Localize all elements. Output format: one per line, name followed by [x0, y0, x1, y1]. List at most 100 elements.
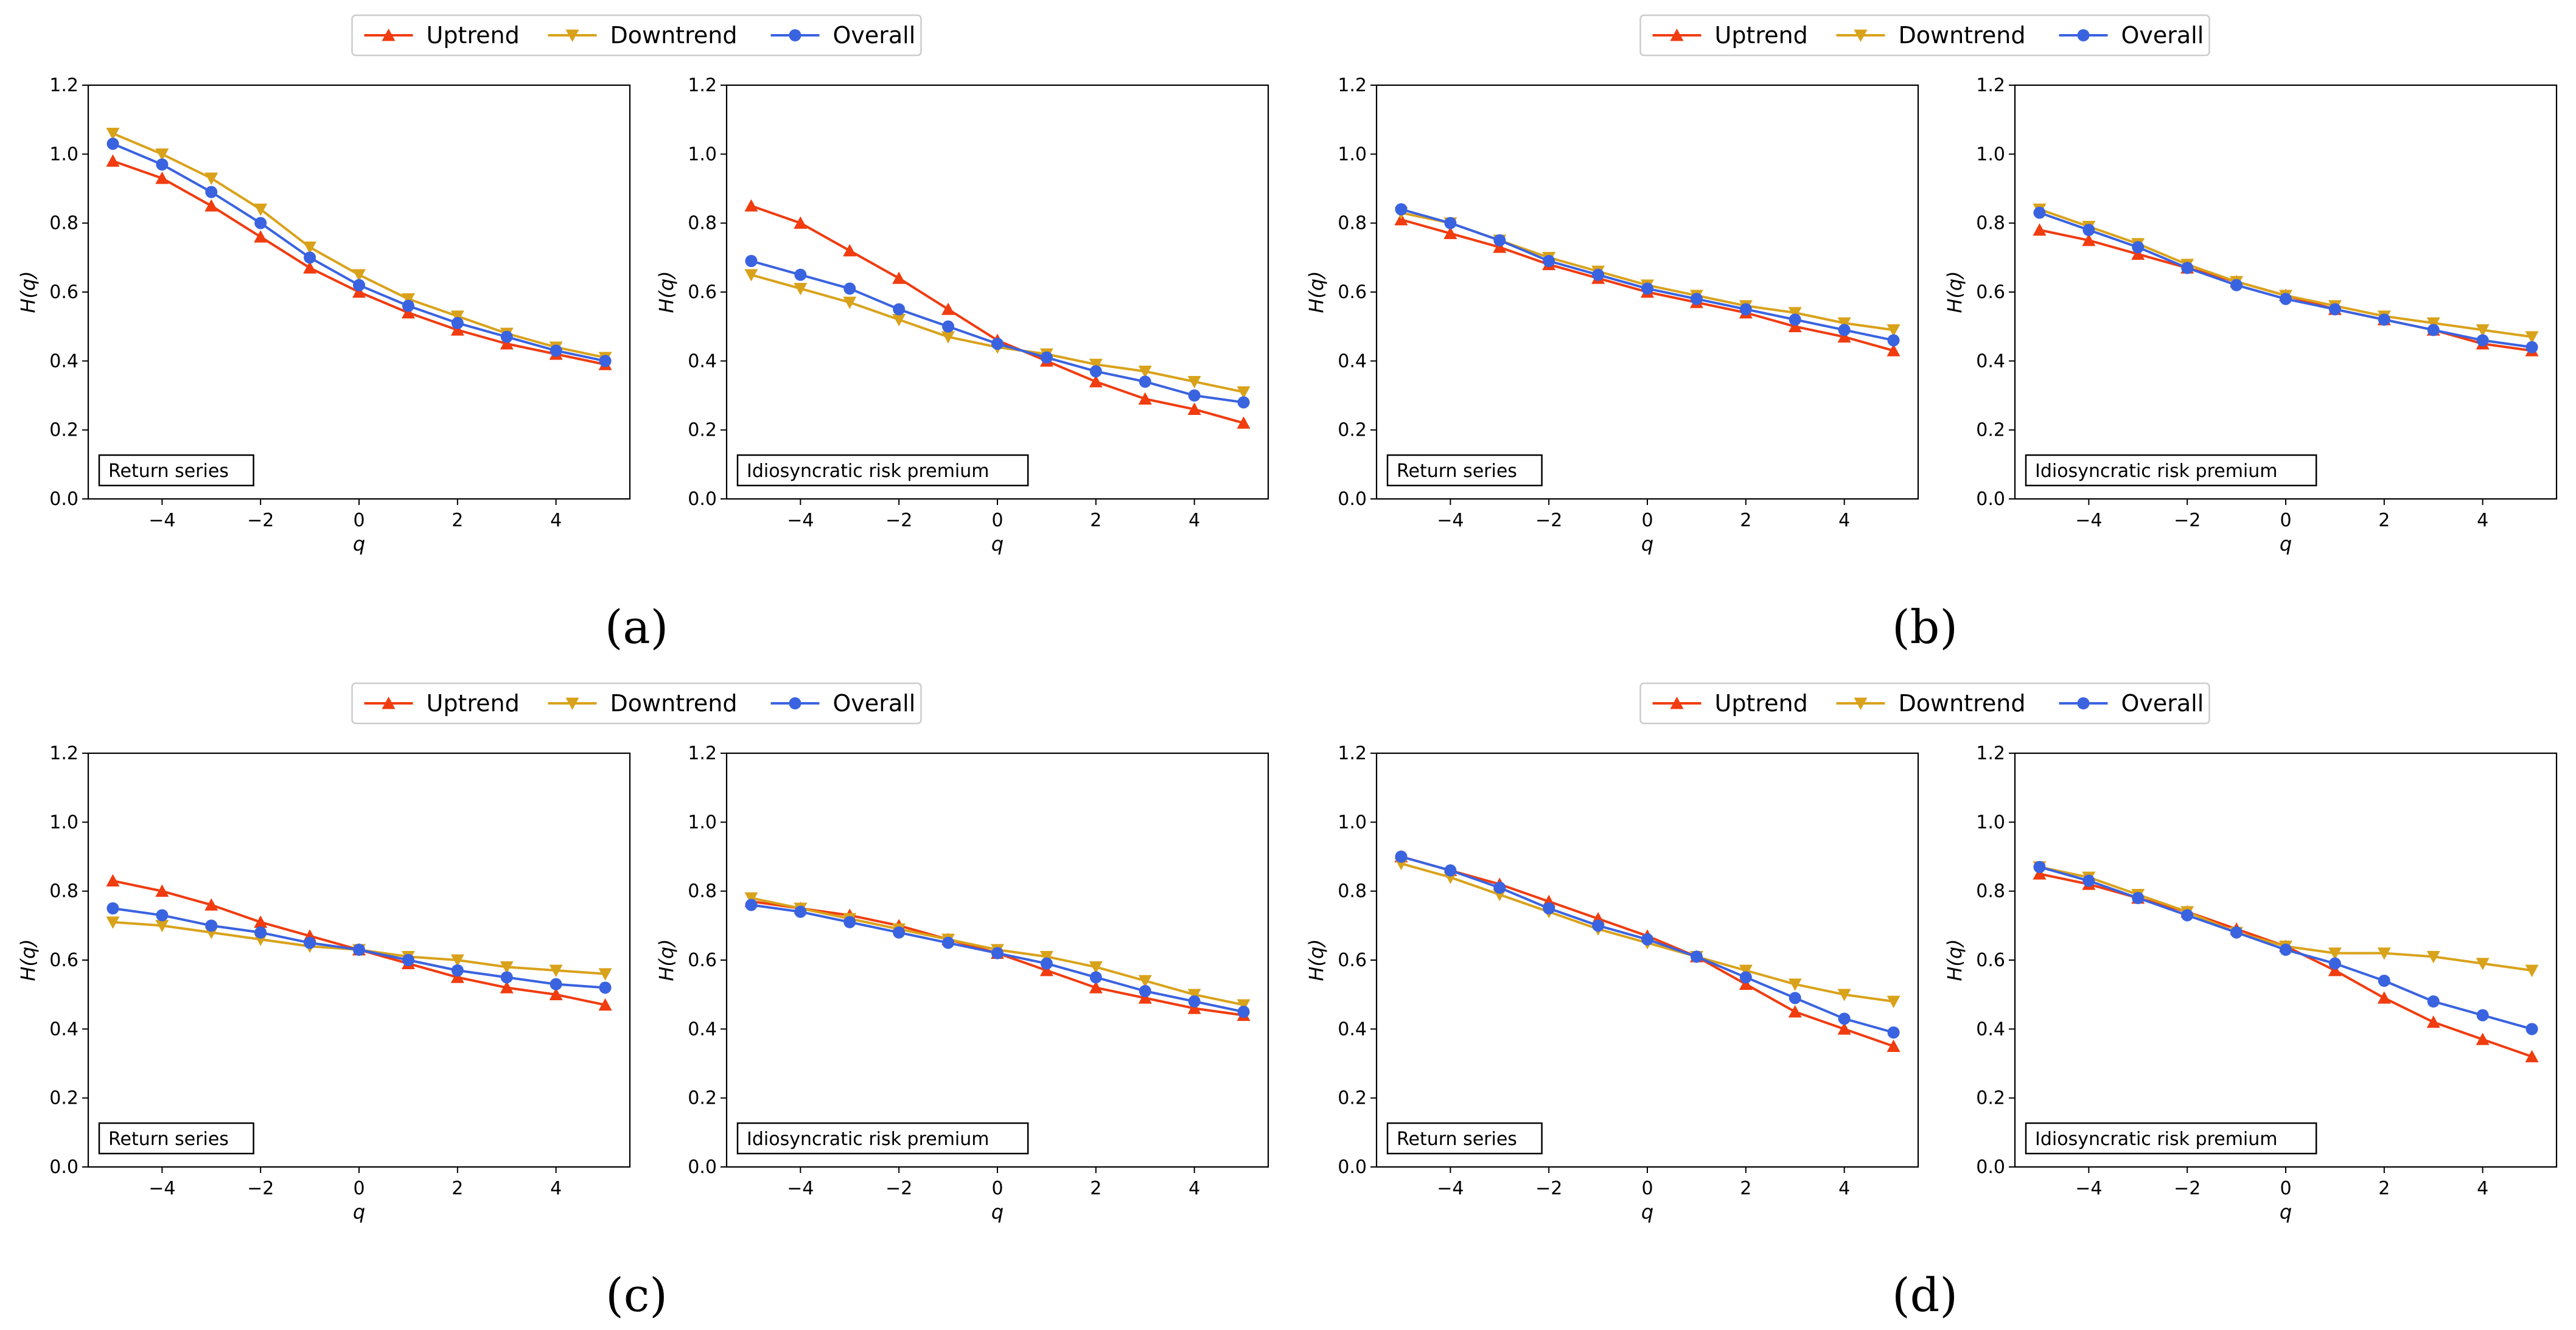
series-overall [106, 138, 612, 367]
data-point [991, 947, 1004, 959]
y-tick-label: 0.4 [49, 1018, 79, 1040]
legend-item-downtrend: Downtrend [548, 22, 738, 49]
legend-label: Uptrend [427, 690, 520, 717]
chart-7: 0.0 0.2 0.4 0.6 0.8 1.0 1.2 −4 −2 0 2 4 q H(q) Idiosyn… [1943, 743, 2558, 1224]
data-point [500, 981, 514, 994]
legend-label: Overall [2121, 22, 2204, 49]
plot-frame [2014, 752, 2558, 1168]
x-axis-label: q [353, 1200, 365, 1224]
annotation-box: Return series [98, 454, 254, 487]
y-tick-label: 0.4 [49, 350, 79, 372]
data-point [1089, 375, 1103, 388]
data-point [1187, 375, 1201, 389]
y-tick-label: 0.4 [688, 1018, 717, 1040]
data-point [2033, 206, 2046, 219]
data-point [401, 306, 415, 319]
data-point [401, 293, 415, 306]
y-tick-label: 0.8 [1976, 213, 2005, 234]
x-tick-label: −2 [2174, 1178, 2201, 1199]
series-overall [1395, 851, 1900, 1039]
data-point [1443, 226, 1457, 240]
plot-frame [1375, 752, 1919, 1168]
data-point [155, 919, 169, 933]
data-point [843, 296, 857, 309]
x-tick-label: 0 [991, 510, 1003, 531]
data-point [1187, 1001, 1201, 1014]
data-point [1138, 392, 1152, 405]
y-tick-label: 1.0 [1976, 144, 2005, 165]
y-tick-label: 0.8 [688, 213, 717, 234]
chart-3: 0.0 0.2 0.4 0.6 0.8 1.0 1.2 −4 −2 0 2 4 q H(q) Idiosyn… [1943, 75, 2558, 555]
series-line [112, 159, 606, 366]
data-point [1040, 351, 1053, 364]
data-point [156, 909, 169, 922]
data-point [1395, 851, 1408, 863]
panel-label: (c) [606, 1268, 668, 1322]
x-axis-label: q [2280, 532, 2292, 555]
data-point [1788, 307, 1802, 319]
chart-1: 0.0 0.2 0.4 0.6 0.8 1.0 1.2 −4 −2 0 2 4 q H(q) Idiosyn… [655, 75, 1269, 555]
y-tick-label: 0.6 [688, 282, 717, 303]
panel-label: (a) [605, 600, 669, 654]
x-tick-label: 4 [1189, 1178, 1200, 1199]
x-tick-label: −4 [2075, 510, 2102, 531]
series-downtrend [2033, 203, 2539, 344]
panel-label: (b) [1892, 600, 1958, 654]
data-point [1089, 365, 1102, 378]
data-point [2525, 1050, 2539, 1063]
data-point [450, 323, 464, 336]
x-tick-label: 4 [1838, 510, 1850, 531]
x-tick-label: 2 [1740, 1178, 1751, 1199]
data-point [254, 217, 267, 229]
x-tick-label: −4 [2075, 1178, 2102, 1199]
series-uptrend [106, 874, 612, 1011]
legend-label: Overall [2121, 690, 2204, 717]
data-point [254, 203, 268, 216]
x-tick-label: 2 [1090, 1178, 1101, 1199]
data-point [941, 331, 955, 344]
data-point [1788, 1005, 1802, 1018]
data-point [2525, 964, 2539, 977]
data-point [155, 172, 169, 184]
data-point [402, 954, 414, 966]
x-tick-label: −4 [787, 510, 814, 531]
data-point [893, 303, 906, 316]
x-tick-label: 0 [1641, 1178, 1653, 1199]
series-uptrend [1394, 850, 1901, 1053]
data-point [1641, 933, 1653, 945]
data-point [1788, 319, 1802, 333]
x-tick-label: −4 [1437, 1178, 1464, 1199]
data-point [2476, 324, 2490, 337]
y-tick-label: 0.4 [1338, 1018, 1367, 1040]
data-point [598, 968, 612, 981]
data-point [1789, 992, 1801, 1004]
plot-frame [725, 84, 1269, 500]
x-tick-label: −4 [787, 1178, 814, 1199]
legend-label: Downtrend [610, 22, 738, 49]
legend-marker [565, 29, 579, 42]
data-point [254, 926, 267, 939]
x-tick-label: −4 [148, 1178, 175, 1199]
data-point [1493, 882, 1506, 894]
data-point [1237, 999, 1251, 1012]
data-point [353, 944, 365, 956]
series-uptrend [744, 199, 1251, 429]
data-point [106, 916, 120, 929]
legend-item-uptrend: Uptrend [1652, 22, 1808, 49]
data-point [550, 344, 562, 357]
legend-label: Uptrend [1715, 690, 1808, 717]
data-point [451, 317, 464, 329]
y-axis-label: H(q) [655, 939, 678, 981]
legend-item-overall: Overall [770, 22, 915, 49]
x-tick-label: −4 [1437, 510, 1464, 531]
y-tick-label: 0.6 [49, 282, 79, 303]
y-tick-label: 1.2 [49, 75, 79, 96]
x-axis-label: q [1641, 1200, 1653, 1224]
data-point [1188, 995, 1201, 1008]
y-tick-label: 0.2 [49, 1088, 79, 1109]
series-overall [745, 899, 1250, 1018]
annotation-box: Idiosyncratic risk premium [2025, 454, 2317, 487]
x-tick-label: 4 [1838, 1178, 1850, 1199]
data-point [1887, 995, 1901, 1008]
x-tick-label: 4 [2477, 510, 2488, 531]
